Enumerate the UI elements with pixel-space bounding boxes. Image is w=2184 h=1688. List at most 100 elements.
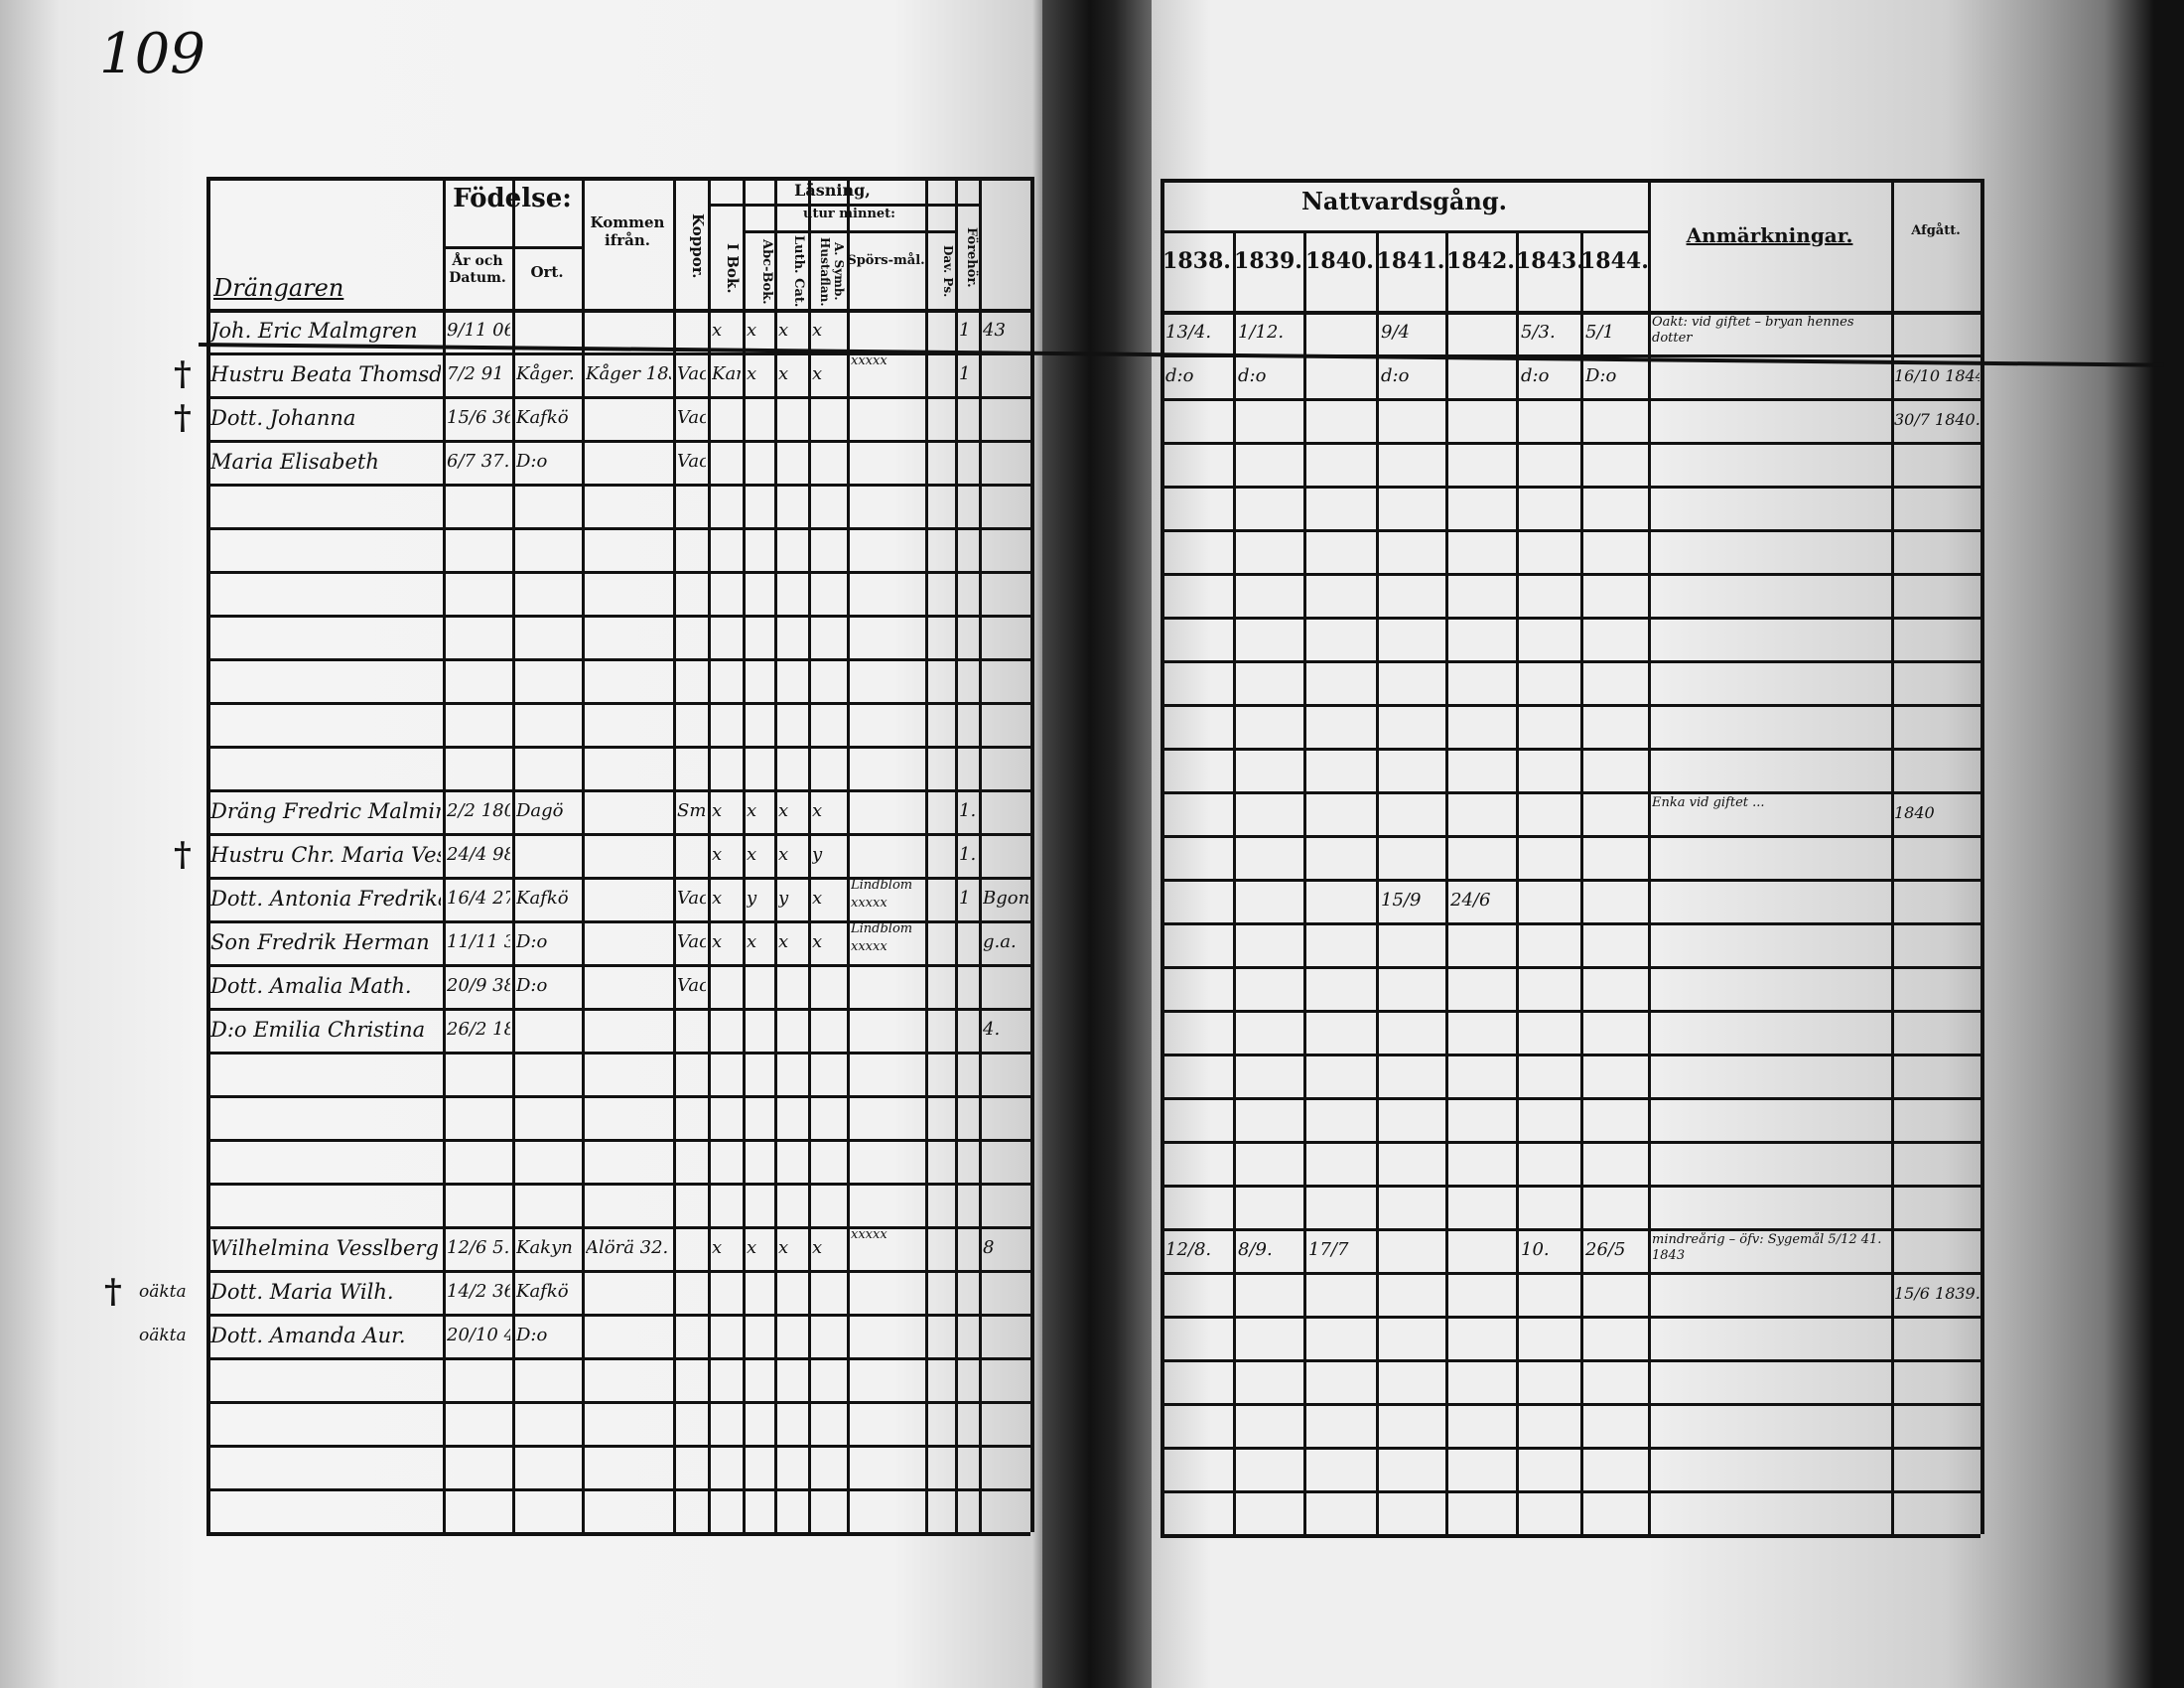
header-year-1841: 1841. — [1376, 248, 1445, 274]
cell-abc: y — [747, 888, 757, 909]
header-afgatt: Afgått. — [1911, 223, 1961, 238]
row-rule — [1160, 966, 1980, 969]
header-ar-och-datum: År och Datum. — [449, 253, 506, 286]
cell-abc: x — [747, 1237, 757, 1258]
cell-date: 24/4 98. — [447, 844, 510, 865]
row-rule — [206, 1226, 1030, 1229]
row-rule — [206, 1357, 1030, 1360]
row-rule — [206, 833, 1030, 836]
cell-remark: Enka vid giftet ... — [1652, 795, 1765, 810]
row-rule — [206, 1401, 1030, 1404]
cell-afgatt: 15/6 1839. — [1894, 1284, 1979, 1303]
header-rule — [708, 204, 979, 207]
column-rule — [847, 177, 850, 1532]
cell-place: Dagö — [516, 800, 564, 821]
cell-date: 16/4 27. — [447, 888, 510, 909]
header-utur-minnet: utur minnet: — [803, 207, 895, 221]
column-rule — [1445, 230, 1448, 1534]
row-rule — [1160, 1316, 1980, 1319]
cell-date: 6/7 37. — [447, 451, 510, 472]
cell-name: Hustru Chr. Maria Vesslberg — [210, 843, 441, 867]
cell-place: Kafkö — [516, 407, 569, 428]
cell-date: 26/2 1834. — [447, 1019, 510, 1040]
header-luth-cat: Luth. Cat. — [791, 235, 806, 308]
row-rule — [1160, 879, 1980, 882]
cell-luth: y — [778, 888, 789, 909]
cell-koppor: Sm — [677, 800, 706, 821]
header-nattvardsgang: Nattvardsgång. — [1300, 187, 1507, 215]
row-rule — [1160, 311, 1980, 315]
cell-name: Dräng Fredric Malmin — [210, 799, 441, 823]
cell-place: D:o — [516, 451, 548, 472]
row-rule — [206, 964, 1030, 967]
cell-afgatt: 30/7 1840. — [1894, 410, 1979, 429]
cell-symb: x — [812, 320, 823, 341]
cell-communion-1839: 8/9. — [1238, 1239, 1273, 1260]
cell-name: Dott. Amanda Aur. — [210, 1324, 406, 1347]
row-rule — [1160, 529, 1980, 532]
cell-afgatt: 1840 — [1894, 803, 1935, 822]
row-rule — [1160, 1272, 1980, 1275]
cell-foreh: 1 — [959, 363, 971, 384]
cell-remark: mindreårig – öfv: Sygemål 5/12 41. 1843 — [1652, 1232, 1882, 1263]
column-rule — [743, 177, 746, 1532]
cell-ibok: x — [712, 1237, 723, 1258]
row-rule — [1160, 1359, 1980, 1362]
cell-name: Maria Elisabeth — [210, 450, 379, 474]
header-koppor: Koppor. — [689, 212, 707, 279]
header-anmarkningar: Anmärkningar. — [1686, 223, 1853, 247]
cell-spors: Lindblom xxxxx — [851, 921, 913, 954]
column-rule — [1516, 230, 1519, 1534]
cell-communion-1838: 12/8. — [1165, 1239, 1212, 1260]
cell-symb: x — [812, 888, 823, 909]
row-rule — [206, 484, 1030, 487]
cell-date: 7/2 91 — [447, 363, 504, 384]
row-rule — [1160, 1228, 1980, 1231]
header-rule — [743, 230, 956, 233]
illegitimate-note: oäkta — [139, 1326, 187, 1345]
column-rule — [925, 177, 928, 1532]
row-rule — [1160, 1534, 1980, 1538]
cell-remark: Oakt: vid giftet – bryan hennes dotter — [1652, 315, 1854, 346]
row-rule — [206, 1532, 1030, 1536]
row-rule — [206, 789, 1030, 792]
cell-ibok: x — [712, 888, 723, 909]
cell-ibok: x — [712, 931, 723, 952]
header-abc-bok: Abc-Bok. — [759, 238, 774, 305]
cell-luth: x — [778, 1237, 789, 1258]
cell-date: 20/10 42. — [447, 1325, 510, 1345]
header-rule — [443, 246, 582, 249]
row-rule — [206, 1445, 1030, 1448]
deceased-cross-mark: † — [174, 398, 192, 438]
cell-ibok: x — [712, 844, 723, 865]
cell-koppor: Vac — [677, 975, 706, 996]
column-rule — [1376, 230, 1379, 1534]
cell-communion-1842: 24/6 — [1450, 890, 1491, 911]
deceased-cross-mark: † — [174, 835, 192, 875]
row-rule — [206, 1183, 1030, 1186]
row-rule — [1160, 835, 1980, 838]
column-rule — [1233, 230, 1236, 1534]
cell-last: 43 — [983, 320, 1006, 341]
row-rule — [206, 1139, 1030, 1142]
cell-date: 12/6 5. — [447, 1237, 510, 1258]
cell-name: D:o Emilia Christina — [210, 1018, 426, 1042]
cell-name: Hustru Beata Thomsd:r Malmgren — [210, 362, 441, 386]
cell-place: D:o — [516, 975, 548, 996]
deceased-cross-mark: † — [174, 354, 192, 394]
row-rule — [206, 1270, 1030, 1273]
header-forehor: Förehör. — [964, 226, 979, 288]
cell-foreh: 1 — [959, 320, 971, 341]
cell-communion-1841: d:o — [1381, 365, 1410, 386]
illegitimate-note: oäkta — [139, 1282, 187, 1302]
header-fodelse: Födelse: — [453, 184, 572, 213]
row-rule — [206, 1008, 1030, 1011]
row-rule — [206, 1314, 1030, 1317]
column-rule — [955, 177, 958, 1532]
cell-communion-1841: 9/4 — [1381, 322, 1410, 343]
cell-ibok: x — [712, 800, 723, 821]
cell-luth: x — [778, 800, 789, 821]
row-rule — [1160, 1141, 1980, 1144]
column-rule — [774, 177, 777, 1532]
row-rule — [1160, 573, 1980, 576]
